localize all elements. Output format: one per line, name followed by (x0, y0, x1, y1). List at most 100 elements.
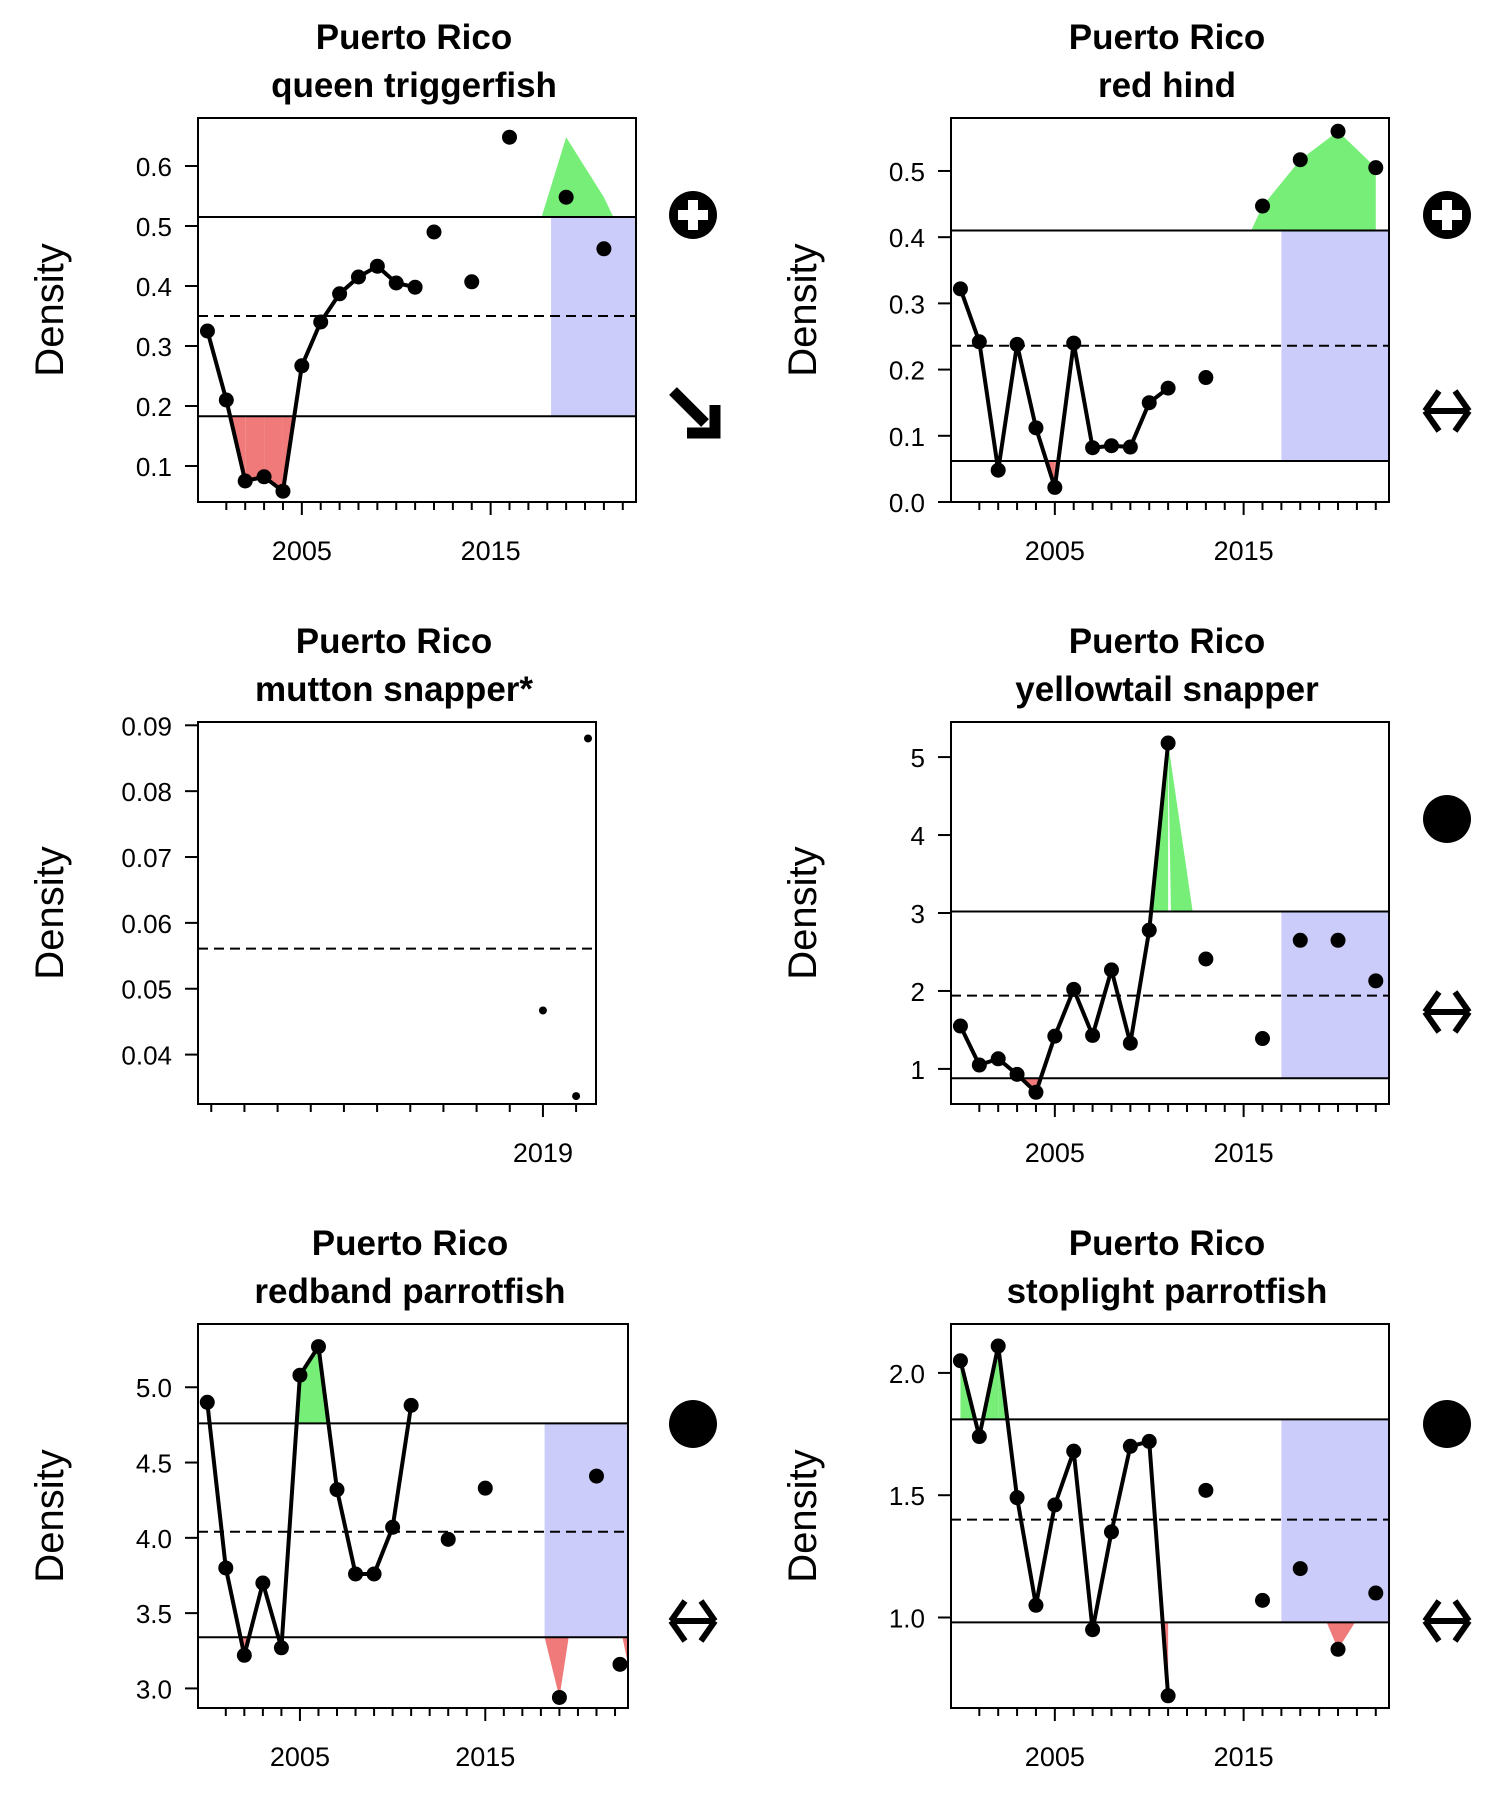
data-point (1255, 1592, 1271, 1608)
data-point (612, 1656, 628, 1672)
x-tick-label: 2005 (1025, 1138, 1085, 1168)
recent-below-fill (622, 1637, 628, 1665)
chart-title: Puerto Rico (1069, 18, 1265, 57)
data-point (255, 1575, 271, 1591)
data-point (502, 129, 518, 145)
y-tick-label: 0.06 (121, 909, 172, 939)
plot-frame (950, 1323, 1390, 1709)
x-tick-label: 2015 (1214, 1138, 1274, 1168)
data-point (1198, 951, 1214, 967)
y-tick-label: 3.5 (136, 1599, 172, 1629)
y-tick-label: 1.5 (889, 1481, 925, 1511)
y-tick-label: 2 (911, 977, 925, 1007)
data-point (464, 274, 480, 290)
x-tick-label: 2015 (1214, 536, 1274, 566)
x-tick-label: 2019 (513, 1138, 573, 1168)
data-point (294, 358, 310, 374)
data-point (1085, 1027, 1101, 1043)
data-point (440, 1531, 456, 1547)
y-tick-label: 2.0 (889, 1359, 925, 1389)
data-point (1122, 439, 1138, 455)
y-tick-label: 0.2 (889, 356, 925, 386)
y-axis-label: Density (28, 1449, 72, 1582)
data-point (551, 1689, 567, 1705)
data-point (1028, 1084, 1044, 1100)
panel-3: 2019 0.04 0.05 0.06 0.07 0.08 0.09 Density Puert… (28, 622, 597, 1168)
y-tick-label: 0.09 (121, 711, 172, 741)
data-point (385, 1519, 401, 1535)
data-point (538, 1006, 547, 1015)
data-point (310, 1339, 326, 1355)
data-point (348, 1566, 364, 1582)
y-tick-label: 4.0 (136, 1524, 172, 1554)
data-point (1141, 922, 1157, 938)
double-arrow-icon (668, 1599, 718, 1643)
data-point (1066, 1443, 1082, 1459)
data-point (1066, 981, 1082, 997)
x-tick-label: 2005 (270, 1742, 330, 1772)
below-threshold-fill (245, 416, 265, 481)
data-point (388, 275, 404, 291)
chart-subtitle: yellowtail snapper (1015, 670, 1319, 709)
double-arrow-icon (1422, 990, 1472, 1034)
data-point (1047, 479, 1063, 495)
data-point (313, 314, 329, 330)
y-tick-label: 4.5 (136, 1449, 172, 1479)
data-point (1141, 395, 1157, 411)
data-point (952, 1018, 968, 1034)
chart-title: Puerto Rico (312, 1224, 508, 1263)
double-arrow-icon (1422, 389, 1472, 433)
recent-above-fill (541, 137, 614, 217)
y-tick-label: 5.0 (136, 1373, 172, 1403)
data-point (1292, 152, 1308, 168)
data-point (1047, 1028, 1063, 1044)
data-point (1368, 1585, 1384, 1601)
data-point (971, 1429, 987, 1445)
data-point (366, 1566, 382, 1582)
y-tick-label: 0.05 (121, 975, 172, 1005)
data-point (1160, 380, 1176, 396)
plus-circle-icon-v (1442, 200, 1452, 230)
filled-circle-icon (1423, 1400, 1471, 1448)
data-point (426, 224, 442, 240)
data-point (952, 1353, 968, 1369)
y-tick-label: 0.0 (889, 488, 925, 518)
data-point (990, 462, 1006, 478)
data-point (1368, 160, 1384, 176)
filled-circle-icon (1423, 795, 1471, 843)
plot-frame (950, 117, 1390, 503)
data-point (1009, 336, 1025, 352)
data-point (1103, 962, 1119, 978)
series-line (958, 288, 1170, 490)
y-tick-label: 0.3 (136, 332, 172, 362)
data-point (236, 1647, 252, 1663)
data-point (572, 1092, 581, 1101)
above-threshold-fill (299, 1346, 319, 1424)
y-axis-label: Density (28, 243, 72, 376)
data-point (971, 334, 987, 350)
filled-circle-icon (669, 1400, 717, 1448)
panel-1: 2005 2015 0.1 0.2 0.3 0.4 0.5 0.6 Density Puerto … (28, 18, 721, 566)
data-point (218, 392, 234, 408)
y-tick-label: 1.0 (889, 1604, 925, 1634)
x-tick-label: 2005 (1025, 536, 1085, 566)
chart-subtitle: redband parrotfish (254, 1272, 565, 1311)
arrow-down-right-icon (669, 387, 721, 439)
data-point (1122, 1035, 1138, 1051)
recent-window-band (544, 1423, 628, 1638)
y-tick-label: 0.07 (121, 843, 172, 873)
data-point (1028, 1597, 1044, 1613)
data-point (369, 258, 385, 274)
data-point (1330, 1641, 1346, 1657)
panel-2: 2005 2015 0.0 0.1 0.2 0.3 0.4 0.5 Density Puerto … (781, 18, 1472, 566)
data-point (1330, 932, 1346, 948)
y-tick-label: 0.08 (121, 777, 172, 807)
plot-frame (197, 117, 637, 503)
data-point (403, 1397, 419, 1413)
data-point (1198, 1482, 1214, 1498)
y-tick-label: 0.5 (136, 212, 172, 242)
data-point (332, 286, 348, 302)
data-point (1255, 1031, 1271, 1047)
data-point (237, 473, 253, 489)
